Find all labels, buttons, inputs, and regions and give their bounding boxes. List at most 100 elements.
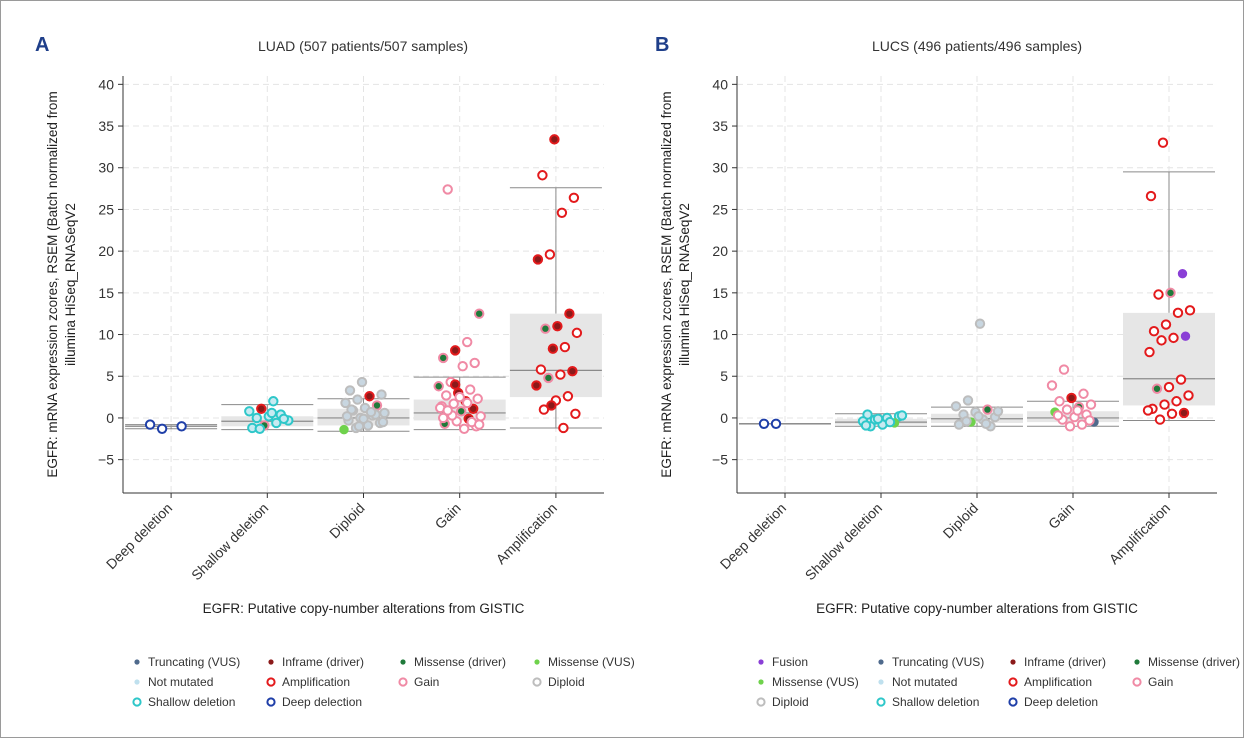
data-point: [962, 395, 974, 406]
data-point: [379, 407, 390, 419]
data-point: [1183, 390, 1194, 401]
y-tick-label: 35: [712, 118, 728, 134]
x-tick-label: Gain: [1045, 500, 1077, 532]
legend-marker: [1010, 659, 1016, 665]
legend-marker: [132, 697, 142, 707]
data-point: [1052, 410, 1064, 421]
data-point: [341, 411, 353, 422]
legend-marker: [268, 659, 274, 665]
data-point: [540, 323, 551, 334]
x-tick-label: Shallow deletion: [802, 500, 885, 583]
legend-label: Deep deletion: [1024, 695, 1098, 709]
legend-label: Deep delection: [282, 695, 362, 709]
data-point: [474, 419, 485, 430]
x-tick-label: Diploid: [326, 500, 368, 542]
y-tick-label: 10: [98, 327, 114, 343]
data-point: [1175, 374, 1187, 385]
data-point: [1154, 414, 1166, 425]
data-point: [376, 389, 387, 400]
x-tick-label: Shallow deletion: [188, 500, 271, 583]
data-point: [558, 422, 569, 434]
legend-label: Shallow deletion: [892, 695, 979, 709]
chart-panel-b: B LUCS (496 patients/496 samples) 40 35 30 25…: [655, 34, 1240, 709]
data-point: [1084, 415, 1095, 426]
chart-title: LUAD (507 patients/507 samples): [258, 38, 468, 54]
data-point: [457, 361, 468, 372]
y-axis-title-line-2: illumina HiSeq_RNASeqV2: [677, 203, 692, 366]
data-point: [450, 379, 461, 390]
panel-letter: A: [35, 34, 49, 56]
data-point: [1180, 331, 1191, 341]
legend-label: Truncating (VUS): [892, 655, 984, 669]
data-point: [438, 412, 449, 424]
y-tick-label: 30: [712, 160, 728, 176]
x-tick-label: Diploid: [940, 500, 982, 542]
chart-title: LUCS (496 patients/496 samples): [872, 38, 1082, 54]
data-point: [1172, 307, 1184, 319]
data-point: [1159, 399, 1170, 410]
data-point: [1066, 392, 1077, 404]
data-point: [339, 424, 349, 435]
data-point: [556, 207, 568, 218]
y-tick-label: 35: [98, 118, 114, 134]
data-point: [872, 413, 884, 424]
data-point: [549, 134, 560, 145]
data-point: [377, 416, 389, 428]
y-tick-label: 5: [720, 368, 728, 384]
data-point: [266, 407, 277, 419]
legend-marker: [756, 697, 766, 707]
data-point: [1157, 137, 1169, 148]
x-tick-label: Deep deletion: [717, 500, 789, 572]
data-point: [950, 401, 962, 412]
legend-marker: [1008, 697, 1018, 707]
x-tick-label: Deep deletion: [103, 500, 175, 572]
legend-marker: [400, 659, 406, 665]
legend-label: Fusion: [772, 655, 808, 669]
data-point: [1148, 326, 1160, 337]
y-axis-title-line-1: EGFR: mRNA expression zcores, RSEM (Batc…: [659, 91, 674, 477]
y-tick-label: 5: [106, 368, 114, 384]
y-tick-label: 15: [712, 285, 728, 301]
legend-label: Gain: [414, 675, 439, 689]
data-point: [543, 372, 554, 384]
data-point: [770, 418, 782, 429]
data-point: [438, 352, 449, 364]
data-point: [1168, 332, 1179, 344]
y-tick-label: 0: [720, 410, 728, 426]
data-point: [1061, 404, 1073, 415]
data-point: [1156, 335, 1167, 346]
data-point: [254, 423, 265, 434]
x-axis-title: EGFR: Putative copy-number alterations f…: [816, 601, 1138, 616]
y-tick-label: 25: [98, 201, 114, 217]
legend-label: Shallow deletion: [148, 695, 235, 709]
y-axis-title-line-2: illumina HiSeq_RNASeqV2: [63, 203, 78, 366]
legend-label: Missense (VUS): [548, 655, 635, 669]
data-point: [278, 413, 289, 424]
data-point: [552, 321, 563, 332]
y-tick-label: 40: [712, 76, 728, 92]
data-point: [268, 396, 279, 407]
data-point: [980, 418, 992, 429]
data-point: [538, 404, 550, 415]
legend-marker: [532, 677, 542, 687]
data-point: [344, 385, 356, 396]
data-point: [1184, 305, 1196, 316]
data-point: [973, 411, 984, 422]
y-axis-title-line-1: EGFR: mRNA expression zcores, RSEM (Batc…: [45, 91, 60, 477]
data-point: [1078, 388, 1089, 399]
data-point: [1171, 396, 1182, 407]
legend-label: Inframe (driver): [1024, 655, 1106, 669]
legend-label: Gain: [1148, 675, 1173, 689]
data-point: [531, 380, 542, 391]
data-point: [1046, 380, 1058, 391]
data-point: [176, 421, 187, 432]
data-point: [564, 308, 575, 319]
panel-letter: B: [655, 34, 669, 56]
data-point: [992, 406, 1004, 417]
data-point: [1058, 364, 1070, 375]
data-point: [244, 406, 255, 417]
data-point: [442, 405, 453, 416]
data-point: [448, 398, 459, 409]
data-point: [1144, 346, 1155, 358]
